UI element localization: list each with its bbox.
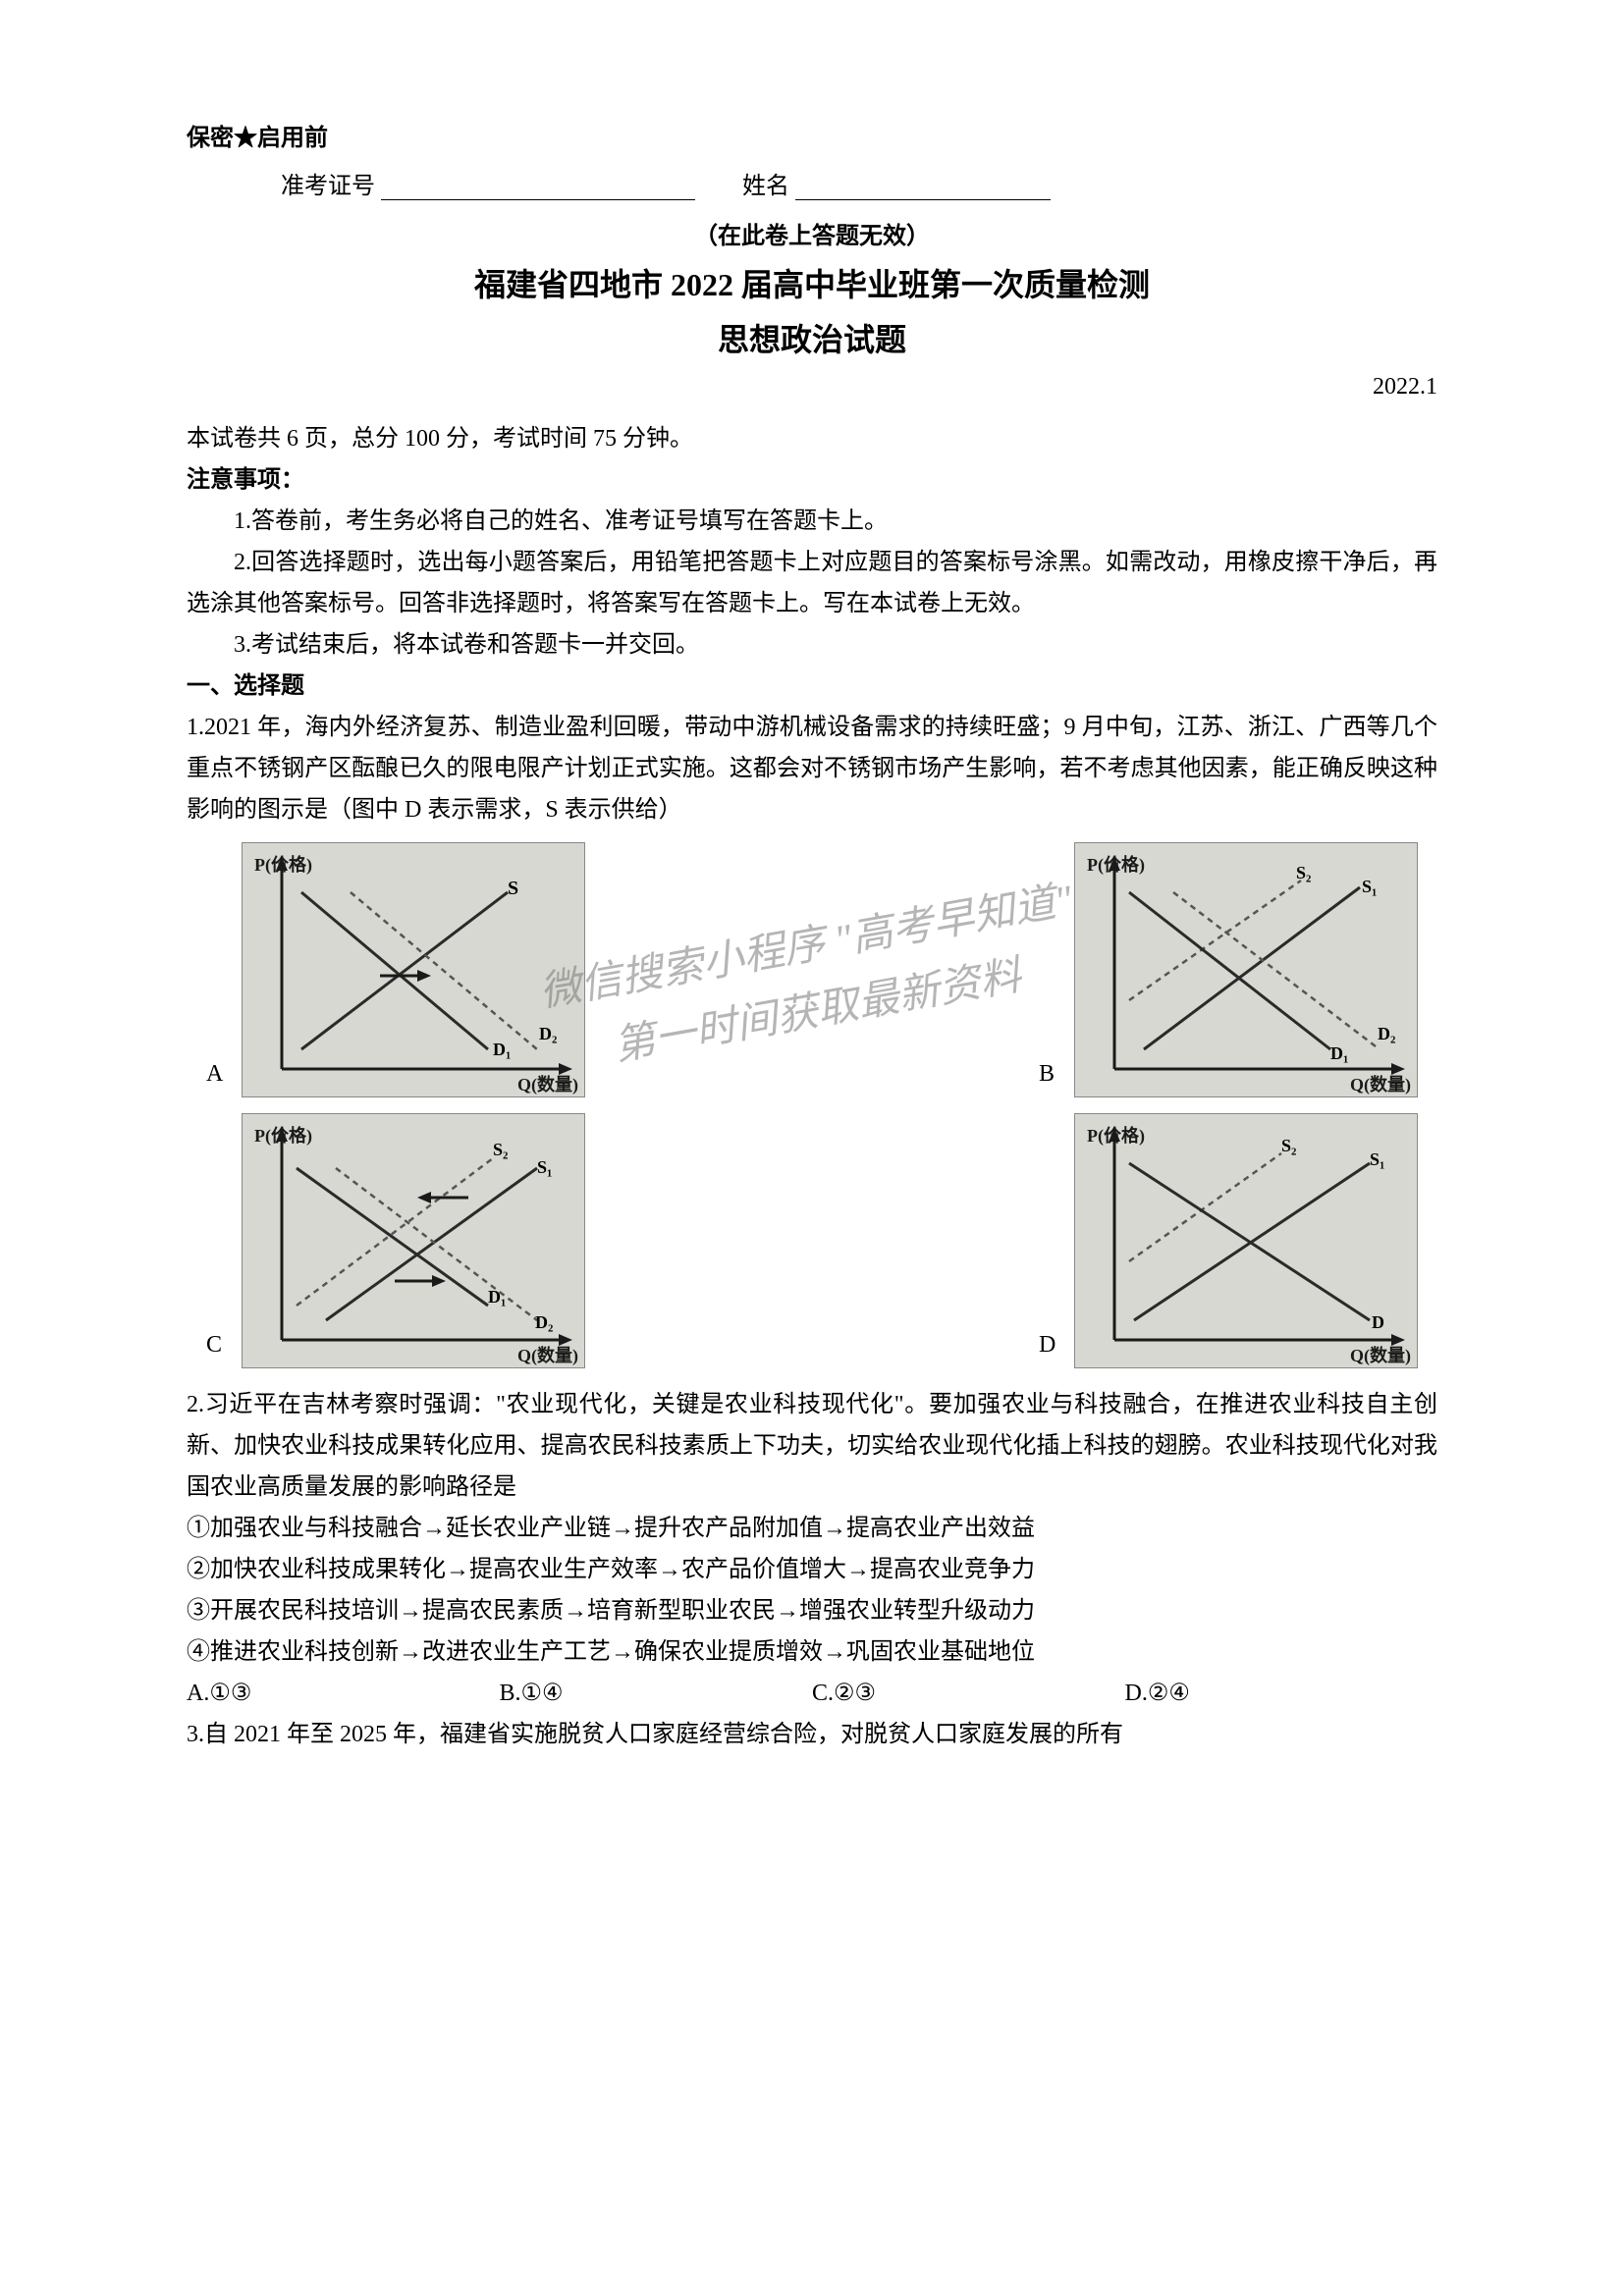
chart-label-A: A <box>206 1061 234 1097</box>
svg-text:D₂: D₂ <box>535 1312 553 1332</box>
notice-item-2: 2.回答选择题时，选出每小题答案后，用铅笔把答题卡上对应题目的答案标号涂黑。如需… <box>187 542 1437 624</box>
q2-choice-C: C.②③ <box>812 1673 1125 1714</box>
q2-text: 2.习近平在吉林考察时强调："农业现代化，关键是农业科技现代化"。要加强农业与科… <box>187 1384 1437 1508</box>
q2-opt1: ①加强农业与科技融合→延长农业产业链→提升农产品附加值→提高农业产出效益 <box>187 1508 1437 1549</box>
svg-text:S₁: S₁ <box>537 1157 552 1177</box>
chart-cell-C: C P(价格) Q(数量) S₁ S₂ D₁ <box>206 1113 585 1368</box>
title-main: 福建省四地市 2022 届高中毕业班第一次质量检测 <box>187 260 1437 305</box>
q2-opt3: ③开展农民科技培训→提高农民素质→培育新型职业农民→增强农业转型升级动力 <box>187 1590 1437 1631</box>
exam-id-line: 准考证号 姓名 <box>187 166 1437 200</box>
svg-text:P(价格): P(价格) <box>254 1125 312 1147</box>
svg-text:D₁: D₁ <box>493 1040 511 1059</box>
svg-text:P(价格): P(价格) <box>254 854 312 876</box>
svg-text:S₁: S₁ <box>1362 877 1377 896</box>
title-sub: 思想政治试题 <box>187 315 1437 360</box>
name-blank <box>795 177 1051 200</box>
q2-choice-A: A.①③ <box>187 1673 500 1714</box>
svg-text:D₂: D₂ <box>539 1024 557 1043</box>
chart-row-1: A P(价格) Q(数量) S D₁ D₂ <box>187 842 1437 1097</box>
svg-text:S₁: S₁ <box>1370 1149 1384 1169</box>
confidential-label: 保密★启用前 <box>187 118 1437 152</box>
chart-D: P(价格) Q(数量) S₁ S₂ D <box>1074 1113 1418 1368</box>
q1-text: 1.2021 年，海内外经济复苏、制造业盈利回暖，带动中游机械设备需求的持续旺盛… <box>187 707 1437 830</box>
svg-text:Q(数量): Q(数量) <box>517 1074 578 1095</box>
chart-C: P(价格) Q(数量) S₁ S₂ D₁ D₂ <box>242 1113 585 1368</box>
q3-text: 3.自 2021 年至 2025 年，福建省实施脱贫人口家庭经营综合险，对脱贫人… <box>187 1714 1437 1755</box>
exam-id-blank <box>381 177 695 200</box>
notice-header: 注意事项： <box>187 459 1437 501</box>
q2-opt2: ②加快农业科技成果转化→提高农业生产效率→农产品价值增大→提高农业竞争力 <box>187 1549 1437 1590</box>
chart-label-B: B <box>1039 1061 1066 1097</box>
notice-item-3: 3.考试结束后，将本试卷和答题卡一并交回。 <box>187 624 1437 666</box>
chart-cell-D: D P(价格) Q(数量) S₁ S₂ D <box>1039 1113 1418 1368</box>
q2-choice-D: D.②④ <box>1125 1673 1438 1714</box>
svg-text:Q(数量): Q(数量) <box>517 1345 578 1366</box>
exam-info: 本试卷共 6 页，总分 100 分，考试时间 75 分钟。 <box>187 418 1437 459</box>
svg-text:D₁: D₁ <box>488 1287 506 1307</box>
notice-item-1: 1.答卷前，考生务必将自己的姓名、准考证号填写在答题卡上。 <box>187 501 1437 542</box>
chart-row-2: C P(价格) Q(数量) S₁ S₂ D₁ <box>187 1113 1437 1368</box>
chart-A: P(价格) Q(数量) S D₁ D₂ <box>242 842 585 1097</box>
chart-label-C: C <box>206 1332 234 1368</box>
svg-text:D₁: D₁ <box>1330 1043 1348 1063</box>
charts-container: 微信搜索小程序 "高考早知道" 第一时间获取最新资料 A P(价格) Q(数量)… <box>187 842 1437 1368</box>
q2-opt4: ④推进农业科技创新→改进农业生产工艺→确保农业提质增效→巩固农业基础地位 <box>187 1631 1437 1673</box>
exam-id-label: 准考证号 <box>281 174 375 199</box>
svg-text:D: D <box>1372 1312 1384 1332</box>
section1-header: 一、选择题 <box>187 666 1437 707</box>
chart-cell-A: A P(价格) Q(数量) S D₁ D₂ <box>206 842 585 1097</box>
svg-text:Q(数量): Q(数量) <box>1350 1074 1411 1095</box>
exam-date: 2022.1 <box>187 374 1437 400</box>
svg-text:S₂: S₂ <box>493 1140 508 1159</box>
chart-label-D: D <box>1039 1332 1066 1368</box>
q2-choices: A.①③ B.①④ C.②③ D.②④ <box>187 1673 1437 1714</box>
svg-text:Q(数量): Q(数量) <box>1350 1345 1411 1366</box>
svg-text:P(价格): P(价格) <box>1087 1125 1145 1147</box>
svg-text:P(价格): P(价格) <box>1087 854 1145 876</box>
chart-cell-B: B P(价格) Q(数量) S₁ S₂ D₁ D₂ <box>1039 842 1418 1097</box>
invalid-note: （在此卷上答题无效） <box>187 216 1437 250</box>
svg-text:S: S <box>508 878 518 899</box>
svg-text:D₂: D₂ <box>1378 1024 1395 1043</box>
chart-B: P(价格) Q(数量) S₁ S₂ D₁ D₂ <box>1074 842 1418 1097</box>
q2-choice-B: B.①④ <box>500 1673 813 1714</box>
svg-text:S₂: S₂ <box>1281 1136 1296 1155</box>
svg-text:S₂: S₂ <box>1296 863 1311 882</box>
name-label: 姓名 <box>742 174 789 199</box>
